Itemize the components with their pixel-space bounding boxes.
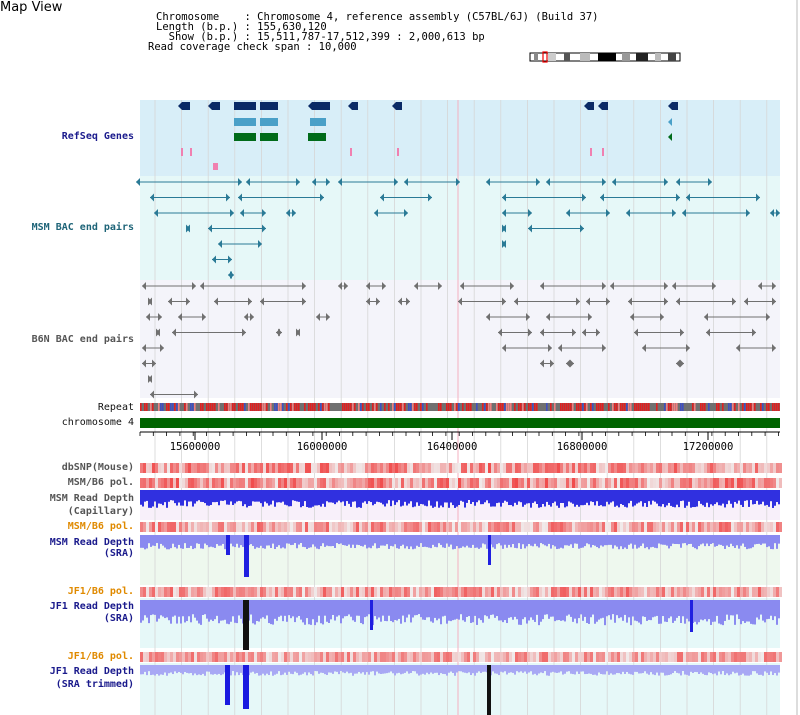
read-depth-tracks xyxy=(140,490,780,715)
label-chromosome: chromosome 4 xyxy=(61,417,134,428)
axis-tick-label: 16400000 xyxy=(427,441,478,453)
refseq-genes-track[interactable] xyxy=(178,102,678,170)
label-jf1-depth-sra-1: JF1 Read Depth xyxy=(49,601,134,612)
label-msm-depth-capillary-2: (Capillary) xyxy=(67,506,134,517)
polymorphism-tracks xyxy=(140,463,782,662)
label-msm-depth-capillary-1: MSM Read Depth xyxy=(49,493,134,504)
map-view-title: Map View xyxy=(0,0,63,15)
chromosome-bar xyxy=(140,418,780,428)
position-axis: 15600000 16000000 16400000 16800000 17200000 xyxy=(139,431,780,453)
label-jf1-depth-trim-1: JF1 Read Depth xyxy=(49,666,134,677)
label-jf1-b6-pol: JF1/B6 pol. xyxy=(67,586,134,597)
axis-tick-label: 16800000 xyxy=(557,441,608,453)
axis-tick-label: 17200000 xyxy=(683,441,734,453)
show-range-info: Show (b.p.) : 15,511,787-17,512,399 : 2,… xyxy=(156,31,485,43)
repeat-track xyxy=(140,403,780,411)
label-jf1-b6-pol-2: JF1/B6 pol. xyxy=(67,651,134,662)
label-msm-b6-pol-2: MSM/B6 pol. xyxy=(67,521,134,532)
label-b6n-bac: B6N BAC end pairs xyxy=(31,334,134,345)
label-msm-depth-sra-2: (SRA) xyxy=(103,548,134,559)
length-info: Length (b.p.) : 155,630,120 xyxy=(156,21,327,33)
chromosome-info: Chromosome : Chromosome 4, reference ass… xyxy=(156,11,599,23)
label-jf1-depth-trim-2: (SRA trimmed) xyxy=(55,679,134,690)
label-msm-bac: MSM BAC end pairs xyxy=(31,222,134,233)
label-refseq-genes: RefSeq Genes xyxy=(61,131,134,142)
b6n-bac-track[interactable] xyxy=(142,282,776,399)
label-repeat: Repeat xyxy=(97,402,134,413)
axis-tick-label: 15600000 xyxy=(170,441,221,453)
label-msm-b6-pol: MSM/B6 pol. xyxy=(67,477,134,488)
chromosome-ideogram[interactable] xyxy=(529,51,681,63)
label-jf1-depth-sra-2: (SRA) xyxy=(103,613,134,624)
axis-tick-label: 16000000 xyxy=(297,441,348,453)
label-msm-depth-sra-1: MSM Read Depth xyxy=(49,537,134,548)
coverage-span-info: Read coverage check span : 10,000 xyxy=(148,41,357,53)
msm-bac-track[interactable] xyxy=(136,178,780,279)
label-dbsnp: dbSNP(Mouse) xyxy=(61,462,134,473)
